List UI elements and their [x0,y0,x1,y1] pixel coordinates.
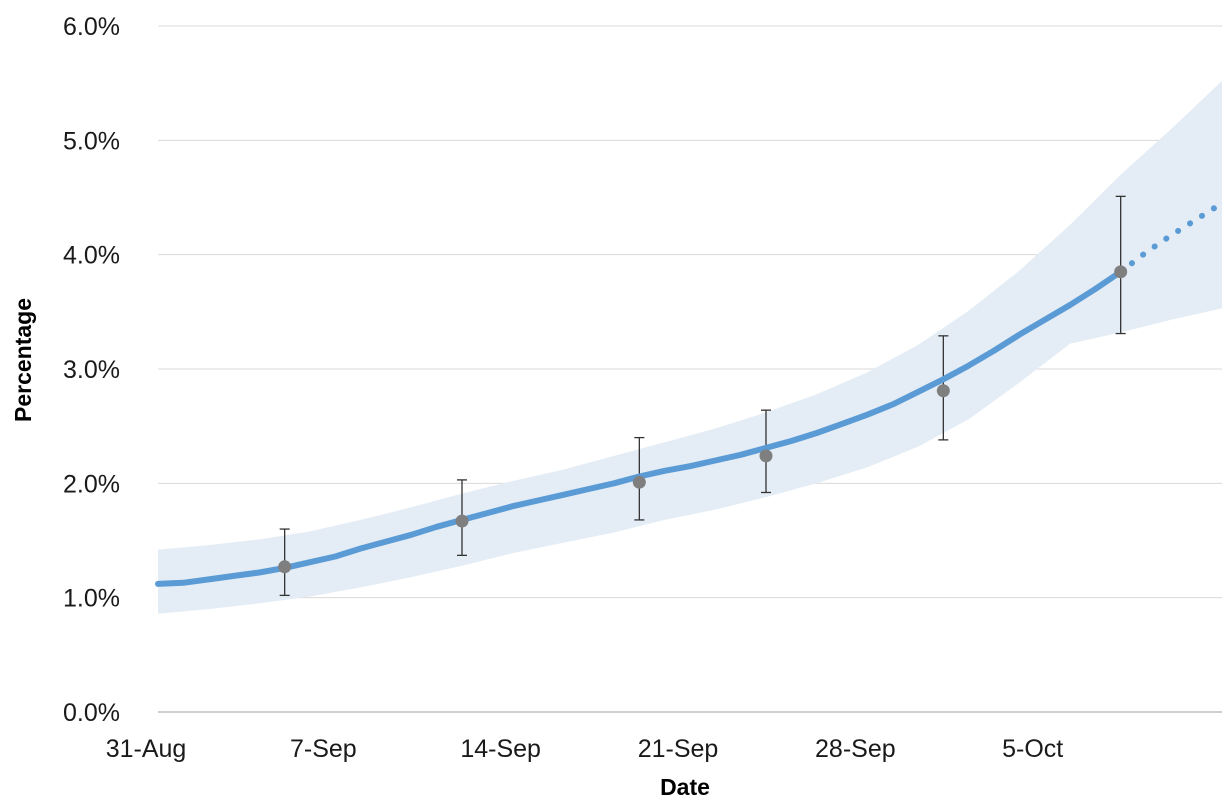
y-axis-title: Percentage [10,298,36,422]
x-tick-label: 7-Sep [290,735,357,763]
y-tick-label: 2.0% [63,470,120,498]
data-point [937,384,950,397]
data-point [278,560,291,573]
x-tick-label: 14-Sep [460,735,541,763]
x-axis-tick-labels: 31-Aug 7-Sep 14-Sep 21-Sep 28-Sep 5-Oct [106,735,1064,763]
data-point [456,515,469,528]
y-tick-label: 5.0% [63,127,120,155]
x-tick-label: 28-Sep [815,735,896,763]
y-tick-label: 0.0% [63,699,120,727]
gridlines [158,26,1222,712]
confidence-interval-area [158,81,1222,614]
y-tick-label: 6.0% [63,13,120,41]
data-point [633,476,646,489]
confidence-band [158,81,1222,614]
x-axis-title: Date [660,774,710,799]
x-tick-label: 21-Sep [638,735,719,763]
x-tick-label: 5-Oct [1002,735,1063,763]
y-tick-label: 1.0% [63,585,120,613]
y-axis-tick-labels: 0.0% 1.0% 2.0% 3.0% 4.0% 5.0% 6.0% [63,13,120,727]
data-point [1114,265,1127,278]
y-tick-label: 3.0% [63,356,120,384]
x-tick-label: 31-Aug [106,735,187,763]
y-tick-label: 4.0% [63,242,120,270]
data-point [760,449,773,462]
